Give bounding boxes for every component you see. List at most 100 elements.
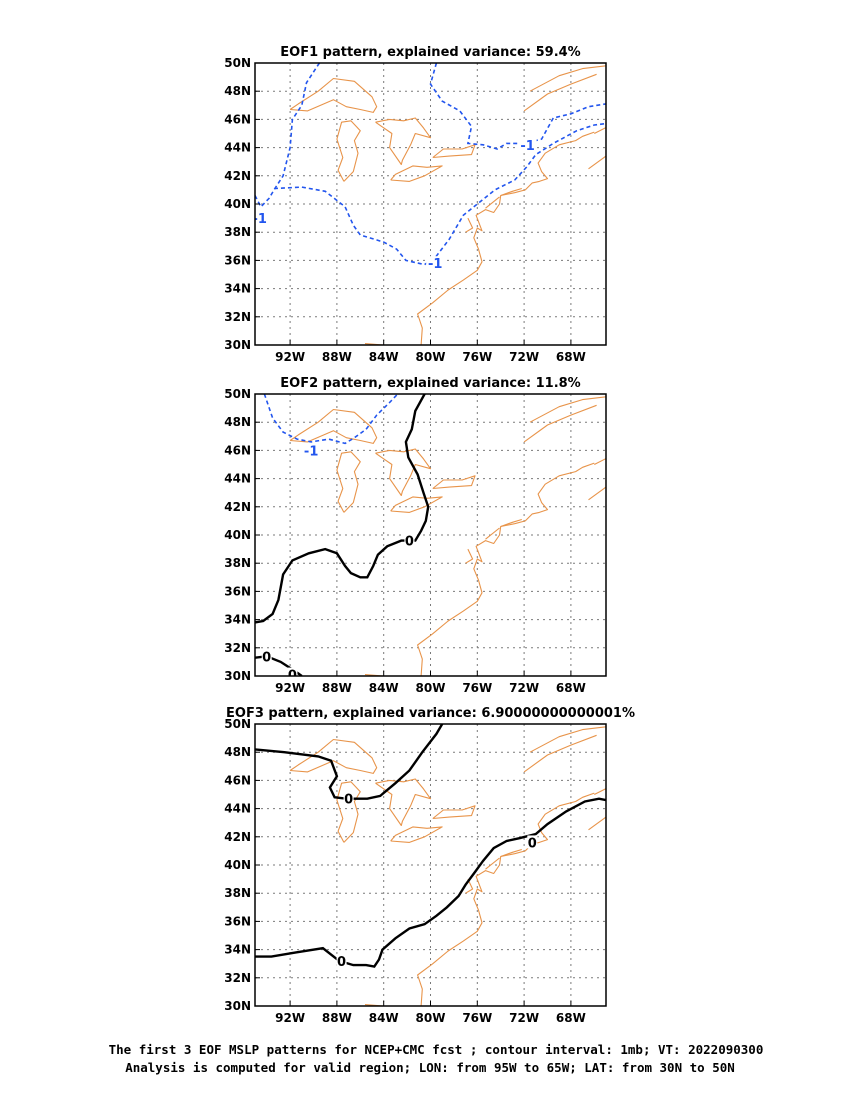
eof1-map-content: -1 -1 -1 [252,63,606,345]
coastline [432,805,476,820]
coastline [432,144,476,159]
eof-panels: EOF1 pattern, explained variance: 59.4% -… [224,45,635,1025]
contour-negative [263,394,399,445]
contour-label-background [287,667,298,676]
coastline [336,120,361,182]
tick-label-lat: 32N [224,641,251,655]
tick-label-lat: 42N [224,169,251,183]
tick-label-lat: 32N [224,310,251,324]
tick-label-lat: 34N [224,613,251,627]
tick-label-lat: 36N [224,914,251,928]
contour-label: -1 [520,139,534,154]
tick-label-lon: 80W [416,350,446,364]
coastline [485,857,500,870]
eof2-title: EOF2 pattern, explained variance: 11.8% [280,376,580,391]
tick-label-lat: 48N [224,84,251,98]
tick-label-lat: 40N [224,197,251,211]
contour-label: 0 [337,955,346,970]
tick-label-lon: 88W [322,681,352,695]
coastline [375,117,432,166]
coastline [417,792,595,1006]
tick-label-lat: 36N [224,584,251,598]
tick-label-lat: 38N [224,886,251,900]
contour-label-background [404,533,415,547]
coastline [465,548,474,564]
tick-label-lon: 88W [322,1011,352,1025]
tick-label-lon: 92W [275,1011,305,1025]
eof1-title: EOF1 pattern, explained variance: 59.4% [280,45,580,60]
contour-label-background [426,256,445,270]
tick-label-lat: 44N [224,802,251,816]
contour-label: 0 [405,535,414,550]
tick-label-lon: 72W [509,681,539,695]
coastline [390,826,443,843]
coastline [390,496,443,513]
coastline [364,343,386,345]
contour-label-background [527,835,538,849]
coastline [500,187,522,197]
tick-label-lat: 34N [224,282,251,296]
tick-label-lat: 36N [224,253,251,267]
tick-label-lat: 42N [224,830,251,844]
coastline [523,734,597,773]
contour-negative [429,63,606,150]
tick-label-lat: 30N [224,999,251,1013]
coastline [289,738,378,774]
tick-label-lat: 32N [224,971,251,985]
tick-label-lon: 84W [369,1011,399,1025]
contour-label-background [302,443,321,457]
tick-label-lon: 84W [369,350,399,364]
coastline [500,518,522,528]
tick-label-lon: 76W [462,681,492,695]
contour-zero [255,394,430,624]
contour-negative [274,63,321,189]
tick-label-lon: 92W [275,350,305,364]
coastline [485,196,500,209]
coastline [529,65,606,92]
tick-label-lat: 48N [224,415,251,429]
tick-label-lon: 68W [556,1011,586,1025]
eof3-panel: EOF3 pattern, explained variance: 6.9000… [224,706,635,1025]
tick-label-lat: 40N [224,858,251,872]
tick-label-lon: 72W [509,1011,539,1025]
tick-label-lon: 88W [322,350,352,364]
coastline [390,165,443,182]
coastline [336,451,361,513]
tick-label-lat: 40N [224,528,251,542]
tick-label-lon: 68W [556,681,586,695]
contour-label: 0 [528,836,537,851]
tick-label-lon: 68W [556,350,586,364]
coastline [364,1004,386,1006]
tick-label-lon: 84W [369,681,399,695]
tick-label-lat: 44N [224,472,251,486]
contour-label: -1 [252,212,266,227]
tick-label-lat: 30N [224,338,251,352]
contour-label: 0 [344,793,353,808]
contour-label-background [518,137,537,151]
contour-zero [255,724,444,800]
eof3-map-content: 0 0 0 [255,724,606,1006]
coastline [523,404,597,443]
contour-label: 0 [288,669,297,684]
coastline [417,462,595,676]
tick-label-lat: 46N [224,443,251,457]
tick-label-lon: 76W [462,350,492,364]
eof2-panel: EOF2 pattern, explained variance: 11.8% -… [224,376,607,695]
tick-label-lon: 80W [416,681,446,695]
tick-label-lat: 50N [224,387,251,401]
coastline [289,77,378,113]
contour-label: -1 [428,257,442,272]
coastline [364,674,386,676]
eof1-panel: EOF1 pattern, explained variance: 59.4% -… [224,45,607,364]
tick-label-lat: 30N [224,669,251,683]
caption-line-1: The first 3 EOF MSLP patterns for NCEP+C… [109,1042,764,1057]
coastline [588,478,606,501]
tick-label-lat: 50N [224,717,251,731]
tick-label-lat: 46N [224,773,251,787]
tick-label-lat: 34N [224,943,251,957]
eof3-title: EOF3 pattern, explained variance: 6.9000… [226,706,635,721]
tick-label-lon: 72W [509,350,539,364]
tick-label-lat: 42N [224,500,251,514]
coastline [529,726,606,753]
